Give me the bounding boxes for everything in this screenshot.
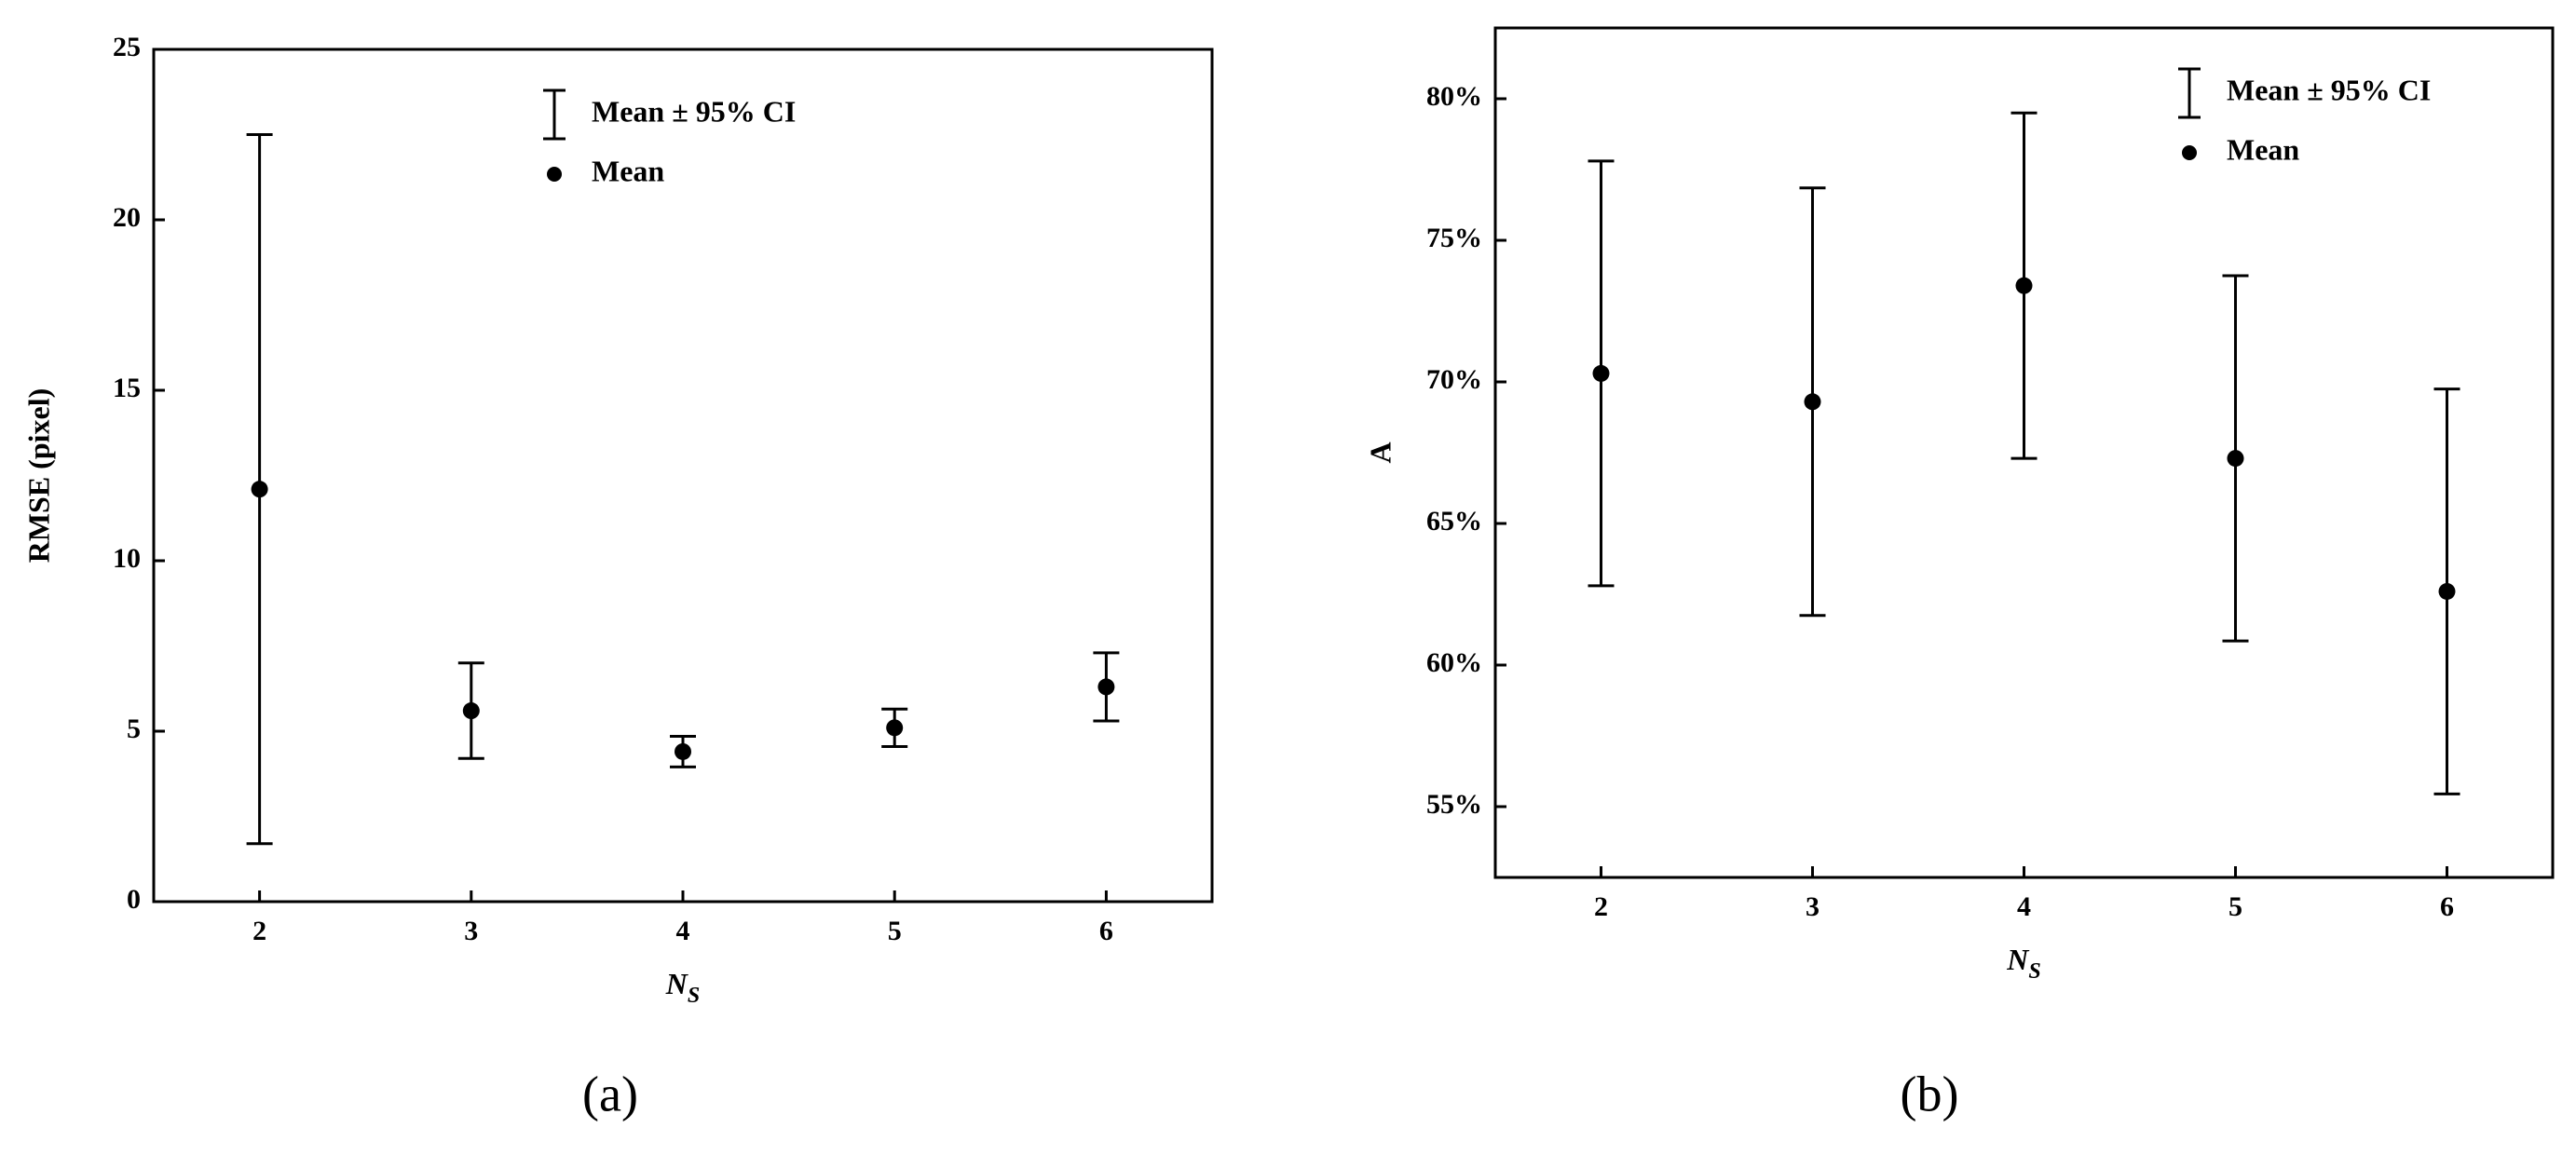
x-tick-label: 4 [676,916,690,946]
y-tick-label: 15 [113,373,141,403]
mean-point [1097,678,1115,696]
legend-label: Mean [592,154,664,187]
y-tick-label: 25 [113,32,141,62]
legend-label: Mean ± 95% CI [592,94,796,128]
mean-point [2438,582,2456,600]
x-tick-label: 4 [2017,891,2031,922]
mean-point [462,702,480,720]
y-tick-label: 60% [1426,647,1482,678]
x-tick-label: 3 [1806,891,1820,922]
y-tick-label: 75% [1426,223,1482,253]
x-axis-label-sub: S [688,984,700,1008]
y-tick-label: 20 [113,202,141,233]
x-axis-label-main: N [2006,943,2030,976]
mean-point [2227,450,2244,468]
legend-marker [2182,145,2197,160]
y-axis-label: RMSE (pixel) [21,388,55,564]
x-axis-label: NS [2006,943,2040,983]
plot-frame [152,48,1214,904]
y-tick-label: 65% [1426,506,1482,537]
x-tick-label: 2 [252,916,266,946]
y-tick-label: 10 [113,543,141,574]
x-axis-label-main: N [665,967,689,1000]
x-tick-label: 5 [2228,891,2242,922]
caption: (b) [1901,1066,1959,1121]
y-tick-label: 80% [1426,81,1482,112]
legend-label: Mean ± 95% CI [2227,73,2431,106]
mean-point [251,481,268,498]
legend-marker [547,167,562,182]
mean-point [886,719,904,737]
legend-label: Mean [2227,132,2299,166]
caption: (a) [582,1066,638,1121]
x-tick-label: 3 [464,916,478,946]
y-tick-label: 70% [1426,364,1482,395]
y-tick-label: 5 [127,713,141,744]
x-tick-label: 6 [2440,891,2454,922]
mean-point [675,742,691,760]
mean-point [2015,277,2033,294]
x-tick-label: 2 [1594,891,1608,922]
x-axis-label-sub: S [2028,959,2040,984]
mean-point [1592,364,1610,382]
y-axis-label: A [1363,442,1397,463]
x-axis-label: NS [665,967,700,1007]
y-tick-label: 0 [127,884,141,915]
y-tick-label: 55% [1426,789,1482,820]
x-tick-label: 6 [1099,916,1113,946]
x-tick-label: 5 [888,916,902,946]
mean-point [1804,393,1821,411]
